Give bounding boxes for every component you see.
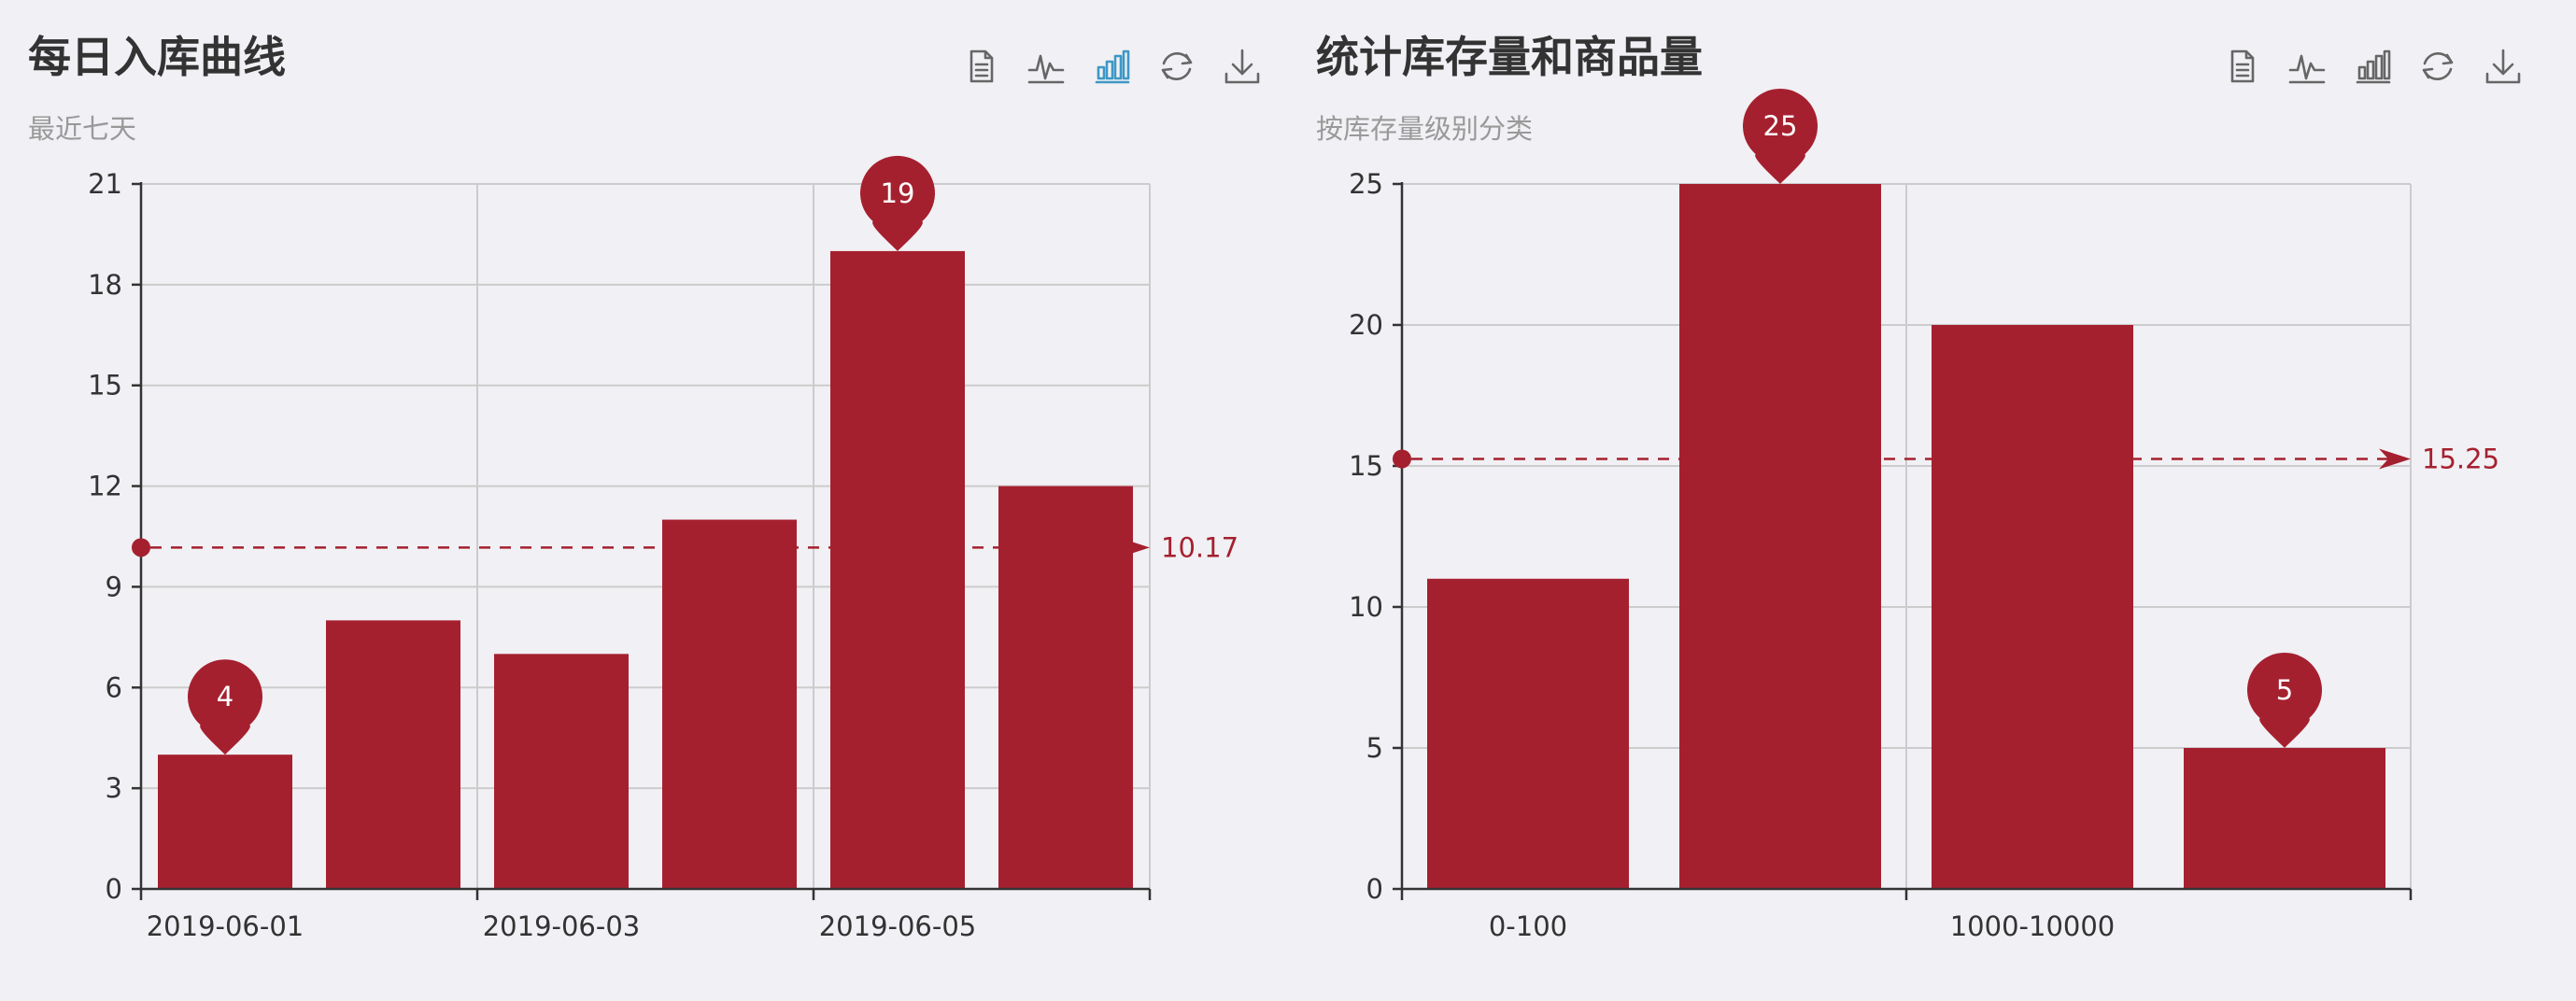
mark-line-start-dot: [132, 538, 150, 557]
x-tick-label: 2019-06-01: [147, 910, 304, 942]
data-view-icon[interactable]: [957, 43, 1004, 90]
y-tick-label: 21: [88, 168, 122, 200]
mark-point-label: 4: [217, 681, 234, 712]
mark-line-label: 10.17: [1161, 531, 1238, 563]
y-tick-label: 9: [106, 571, 122, 602]
y-tick-label: 20: [1349, 309, 1383, 341]
restore-icon[interactable]: [2414, 43, 2461, 90]
bar-chart-icon: [1095, 49, 1130, 84]
bar: [1932, 325, 2133, 889]
bar: [998, 486, 1133, 889]
x-tick-label: 2019-06-03: [483, 910, 641, 942]
mark-point-pin: [2247, 653, 2322, 748]
mark-line-arrow: [2379, 448, 2411, 470]
save-image-icon: [1224, 49, 1260, 84]
bar: [2184, 748, 2385, 889]
line-chart-icon: [1027, 54, 1065, 84]
save-image-icon: [2485, 49, 2521, 84]
bar: [326, 620, 460, 889]
x-tick-label: 1000-10000: [1950, 910, 2116, 942]
data-view-icon[interactable]: [2218, 43, 2265, 90]
bar: [662, 519, 797, 889]
y-tick-label: 5: [1366, 732, 1383, 764]
y-tick-label: 12: [88, 471, 122, 502]
mark-point-pin: [860, 155, 935, 251]
mark-line-label: 15.25: [2422, 443, 2499, 474]
line-chart-icon[interactable]: [2284, 43, 2330, 90]
bar: [1427, 578, 1629, 889]
y-tick-label: 25: [1349, 168, 1383, 200]
y-tick-label: 0: [106, 873, 122, 905]
bar-chart-icon[interactable]: [2349, 43, 2396, 90]
bar-chart: 0 3 6 9 12 15 18 21 2019-06-01 2019-06-03 2019-06-…: [88, 155, 1238, 942]
mark-point-pin: [188, 659, 263, 755]
chart-title: 统计库存量和商品量: [1316, 32, 1703, 82]
mark-point-pin: [1743, 88, 1818, 184]
restore-icon: [1161, 52, 1193, 80]
restore-icon: [2422, 52, 2454, 80]
y-tick-label: 3: [106, 772, 122, 804]
y-tick-label: 18: [88, 269, 122, 301]
y-tick-label: 6: [106, 671, 122, 703]
data-view-icon: [2230, 49, 2255, 83]
x-tick-label: 0-100: [1489, 910, 1567, 942]
chart-panel-daily-inbound: 每日入库曲线 最近七天 0 3 6 9 12 15 18 21 2019-06-01 2019-0…: [28, 32, 1266, 942]
chart-panel-inventory-levels: 统计库存量和商品量 按库存量级别分类 0 5 10 15 20 25 0-100 1000-1…: [1288, 0, 2576, 1001]
mark-point-label: 5: [2276, 674, 2293, 706]
mark-line-start-dot: [1393, 449, 1411, 469]
chart-subtitle: 按库存量级别分类: [1316, 113, 1534, 145]
bar: [1679, 184, 1881, 889]
y-tick-label: 15: [1349, 450, 1383, 482]
mark-point-label: 19: [881, 177, 915, 209]
bar: [494, 654, 629, 889]
y-tick-label: 10: [1349, 591, 1383, 623]
data-view-icon: [970, 49, 994, 83]
save-image-icon[interactable]: [1219, 43, 1266, 90]
bar-chart-icon: [2356, 49, 2391, 84]
line-chart-icon[interactable]: [1023, 43, 1069, 90]
chart-title: 每日入库曲线: [28, 32, 286, 82]
y-tick-label: 0: [1366, 873, 1383, 905]
save-image-icon[interactable]: [2480, 43, 2526, 90]
bar: [830, 250, 965, 889]
bar-chart: 0 5 10 15 20 25 0-100 1000-10000 15.25 25 5: [1349, 88, 2499, 942]
mark-line-arrow: [1118, 537, 1150, 558]
y-tick-label: 15: [88, 370, 122, 402]
chart-subtitle: 最近七天: [28, 113, 137, 145]
line-chart-icon: [2288, 54, 2326, 84]
x-tick-label: 2019-06-05: [819, 910, 977, 942]
bar-chart-icon[interactable]: [1088, 43, 1135, 90]
mark-point-label: 25: [1763, 110, 1798, 142]
restore-icon[interactable]: [1154, 43, 1200, 90]
bar: [158, 754, 292, 889]
